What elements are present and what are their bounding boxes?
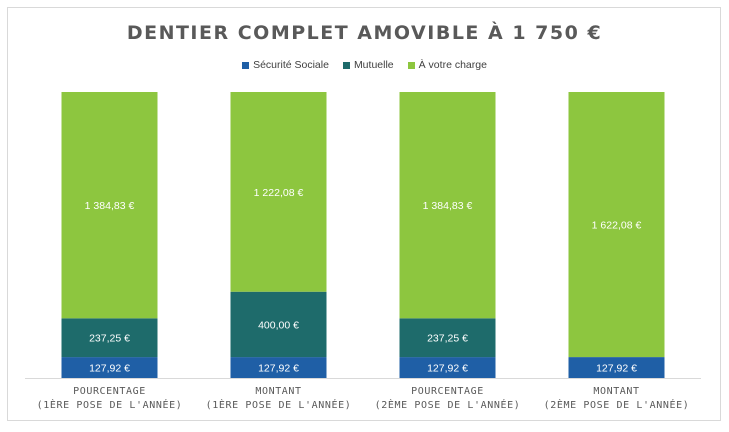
bar-segment bbox=[61, 357, 158, 378]
bar-segment bbox=[399, 357, 496, 378]
data-label: 127,92 € bbox=[89, 363, 130, 375]
bar-segment bbox=[399, 318, 496, 358]
category-label: (2ÈME POSE DE L'ANNÉE) bbox=[544, 398, 690, 411]
data-label: 237,25 € bbox=[89, 333, 130, 345]
bar-segment bbox=[568, 357, 665, 378]
bar-segment bbox=[230, 357, 327, 378]
data-label: 237,25 € bbox=[427, 333, 468, 345]
category-label: MONTANT bbox=[593, 386, 639, 397]
category-label: POURCENTAGE bbox=[73, 386, 146, 397]
legend-swatch-mutuelle bbox=[342, 61, 350, 69]
category-label: (2ÈME POSE DE L'ANNÉE) bbox=[375, 398, 521, 411]
data-label: 1 384,83 € bbox=[85, 200, 135, 212]
bar-segment bbox=[568, 92, 665, 358]
bar-segment bbox=[399, 92, 496, 319]
legend-item-securite-sociale: Sécurité Sociale bbox=[242, 59, 329, 71]
legend: Sécurité Sociale Mutuelle À votre charge bbox=[0, 59, 729, 71]
category-label: (1ÈRE POSE DE L'ANNÉE) bbox=[37, 398, 183, 411]
data-label: 1 222,08 € bbox=[254, 187, 304, 199]
data-label: 1 622,08 € bbox=[592, 220, 642, 232]
bar-segment bbox=[230, 291, 327, 358]
category-label: POURCENTAGE bbox=[411, 386, 484, 397]
data-label: 1 384,83 € bbox=[423, 200, 473, 212]
data-label: 127,92 € bbox=[258, 363, 299, 375]
legend-swatch-securite-sociale bbox=[242, 61, 250, 69]
legend-label-mutuelle: Mutuelle bbox=[353, 59, 394, 71]
legend-item-a-votre-charge: À votre charge bbox=[407, 59, 487, 71]
category-label: MONTANT bbox=[255, 386, 301, 397]
data-label: 127,92 € bbox=[596, 363, 637, 375]
data-label: 400,00 € bbox=[258, 319, 299, 331]
legend-swatch-a-votre-charge bbox=[407, 61, 415, 69]
legend-item-mutuelle: Mutuelle bbox=[342, 59, 394, 71]
chart-title: DENTIER COMPLET AMOVIBLE À 1 750 € bbox=[126, 22, 603, 44]
bar-segment bbox=[61, 318, 158, 358]
legend-label-a-votre-charge: À votre charge bbox=[418, 59, 487, 71]
category-label: (1ÈRE POSE DE L'ANNÉE) bbox=[206, 398, 352, 411]
legend-label-securite-sociale: Sécurité Sociale bbox=[253, 59, 329, 71]
bar-segment bbox=[230, 92, 327, 292]
bar-segment bbox=[61, 92, 158, 319]
data-label: 127,92 € bbox=[427, 363, 468, 375]
